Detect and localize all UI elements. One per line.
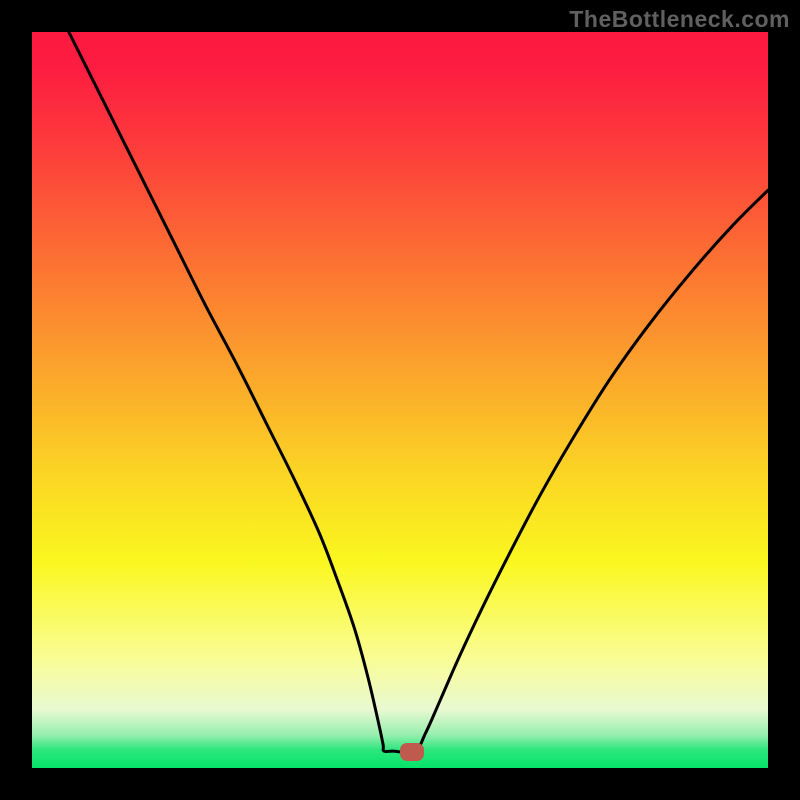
curve-path: [69, 32, 768, 753]
minimum-marker: [400, 743, 424, 761]
bottleneck-curve: [32, 32, 768, 768]
plot-area: [32, 32, 768, 768]
chart-container: TheBottleneck.com: [0, 0, 800, 800]
watermark-text: TheBottleneck.com: [569, 6, 790, 33]
